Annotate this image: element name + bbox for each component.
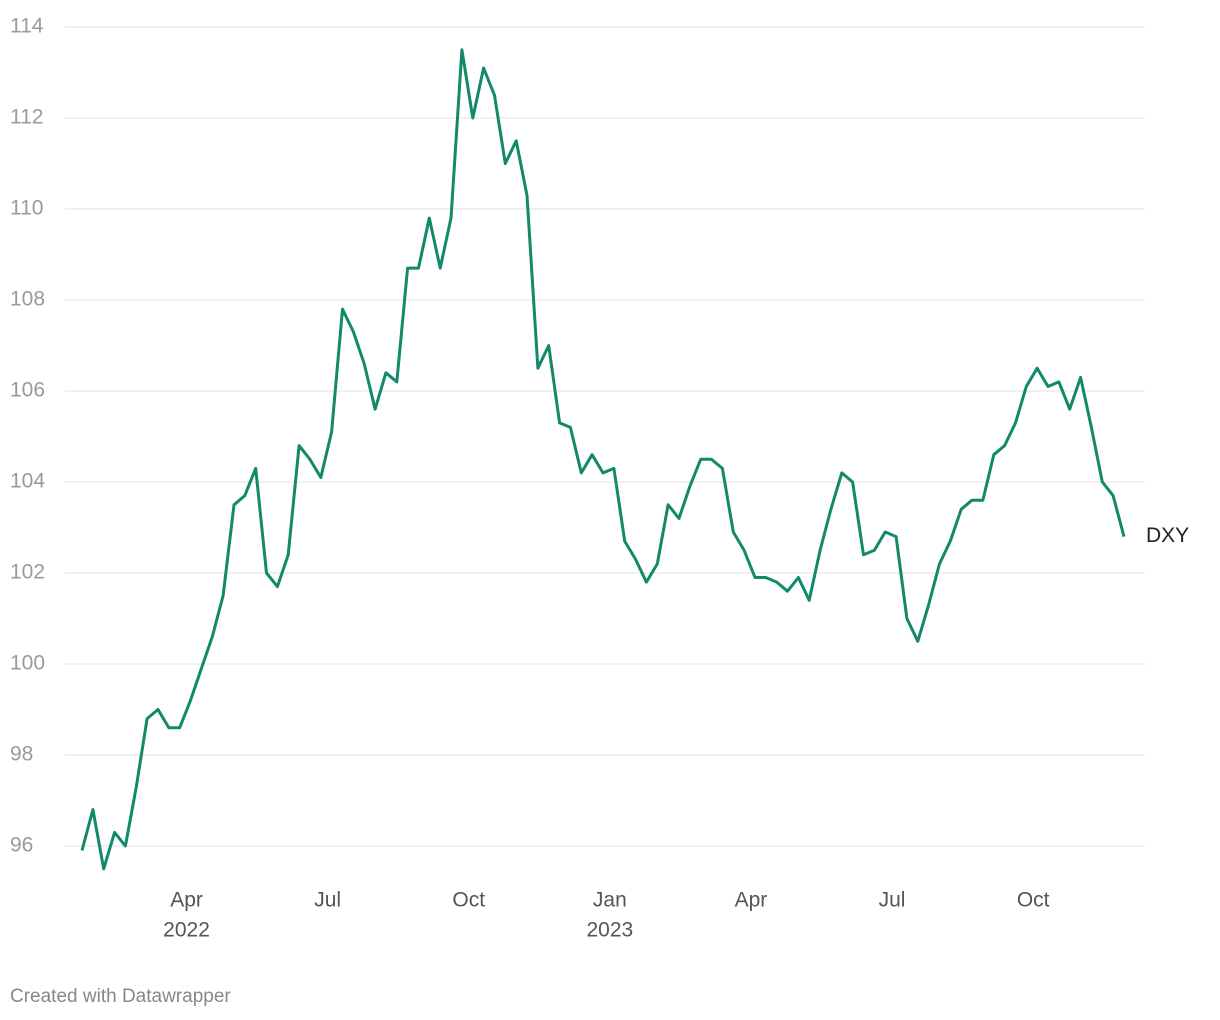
x-tick-label: Jul [314,889,341,912]
x-tick-label: Jan [593,889,627,912]
y-tick-label: 114 [10,15,44,38]
x-tick-label: Oct [452,889,485,912]
y-tick-label: 110 [10,197,43,220]
y-tick-label: 98 [10,743,33,766]
x-tick-year: 2022 [163,919,210,942]
y-tick-label: 102 [10,561,45,584]
y-tick-label: 112 [10,106,43,129]
x-tick-label: Apr [170,889,203,912]
x-tick-year: 2023 [586,919,633,942]
x-tick-label: Oct [1017,889,1050,912]
x-tick-label: Apr [735,889,768,912]
series-label: DXY [1146,524,1189,547]
y-tick-label: 106 [10,379,45,402]
y-tick-label: 104 [10,470,45,493]
y-tick-label: 108 [10,288,45,311]
x-tick-label: Jul [879,889,906,912]
line [80,48,1126,871]
y-tick-label: 96 [10,834,33,857]
footer: Created with Datawrapper [10,986,231,1007]
y-tick-label: 100 [10,652,45,675]
